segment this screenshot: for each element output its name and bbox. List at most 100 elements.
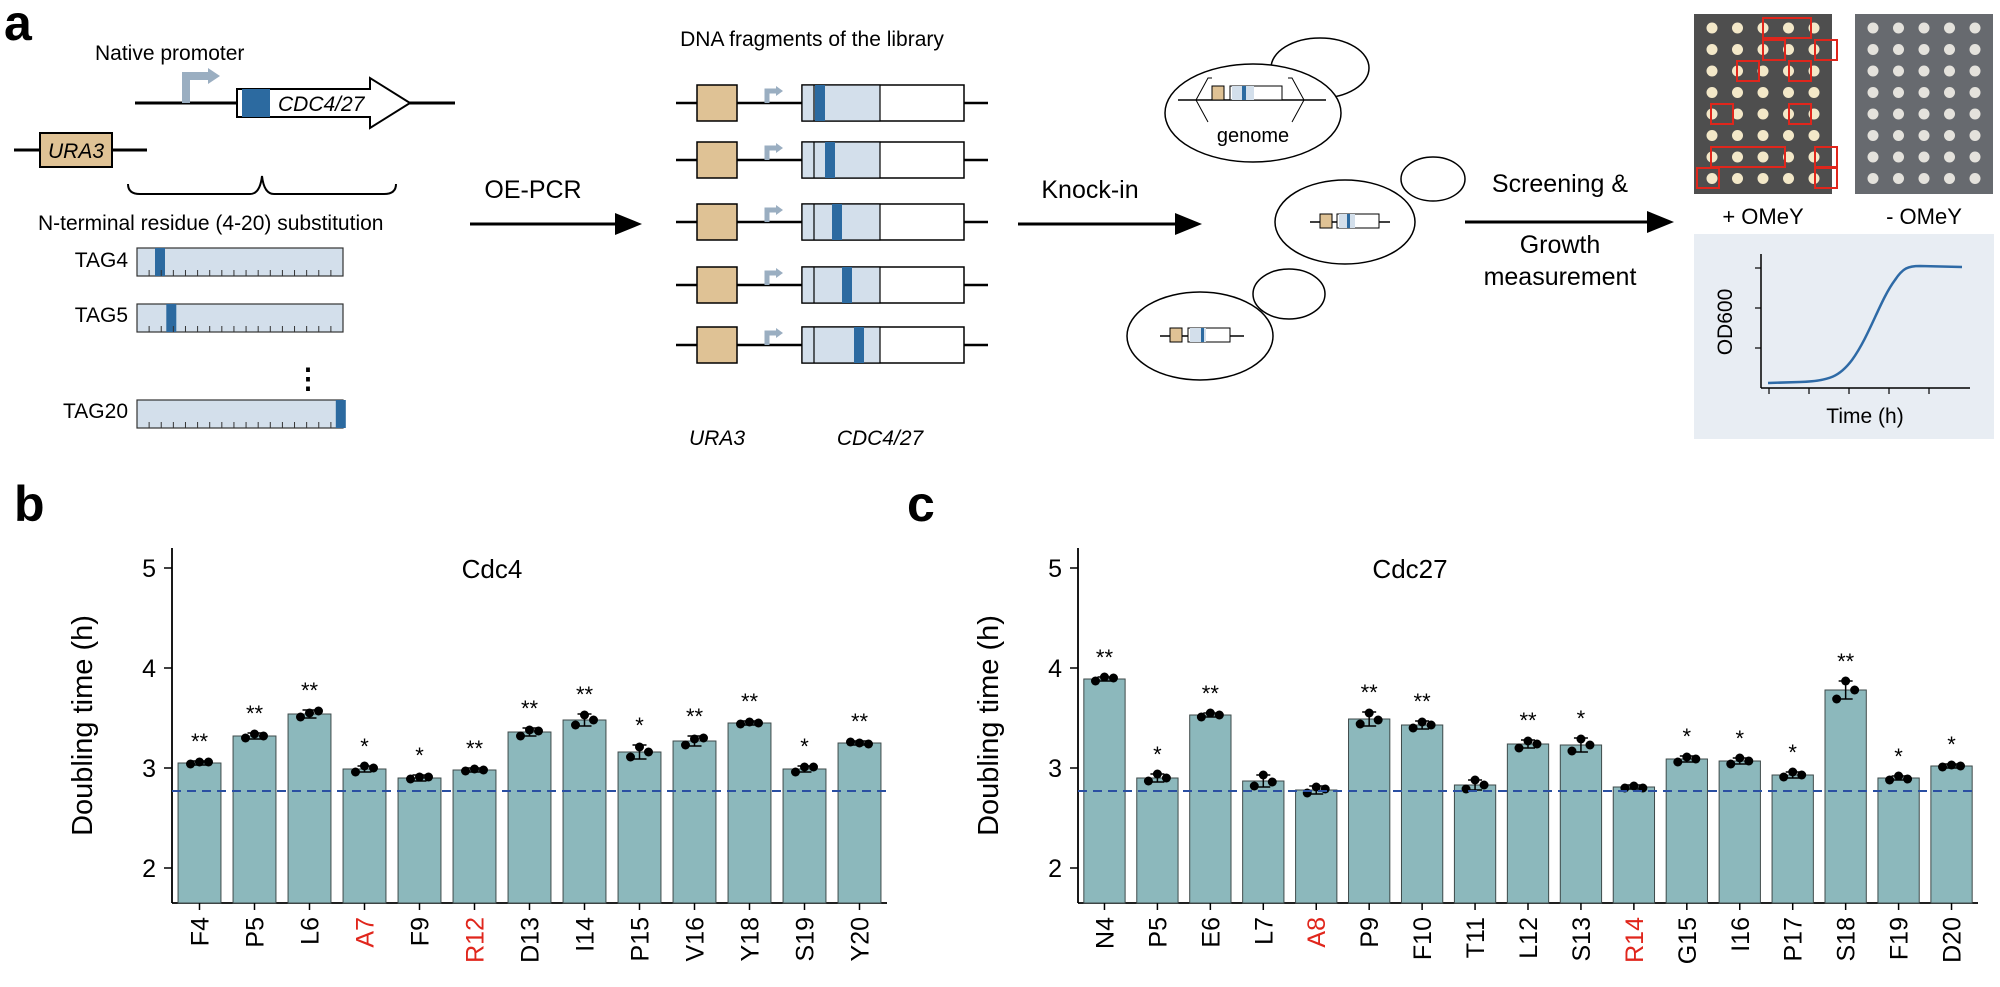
data-point <box>1885 775 1895 785</box>
data-point <box>1514 743 1524 753</box>
chart-title: Cdc4 <box>462 554 523 584</box>
bar <box>1506 743 1550 904</box>
bar <box>287 713 332 904</box>
data-point <box>681 740 690 750</box>
colony <box>1867 22 1879 34</box>
data-point <box>314 706 323 716</box>
colony <box>1969 108 1981 120</box>
colony <box>1893 130 1904 141</box>
yeast-cell-1: genome <box>1164 37 1370 163</box>
colony <box>1867 108 1879 120</box>
screening-label: Screening & <box>1492 170 1629 198</box>
data-point <box>1629 781 1639 791</box>
library-gene-label: CDC4/27 <box>837 427 925 450</box>
colony <box>1783 173 1794 184</box>
data-point <box>1726 759 1736 769</box>
colony <box>1732 130 1743 141</box>
bar <box>562 719 607 904</box>
chart-title: Cdc27 <box>1372 554 1447 584</box>
x-tick-label: D20 <box>1939 917 1967 963</box>
data-point <box>1832 694 1842 704</box>
fragment-promoter-icon <box>764 270 776 285</box>
significance-label: ** <box>1361 680 1379 705</box>
selected-colony-box <box>1788 60 1812 82</box>
y-tick-label: 4 <box>142 655 156 683</box>
tag-position-mark <box>155 248 165 276</box>
data-point <box>1311 782 1321 792</box>
colony <box>1757 130 1769 141</box>
colony <box>1918 130 1930 141</box>
fragment-promoter-head-icon <box>776 268 783 278</box>
x-tick-label: S19 <box>792 917 820 961</box>
bar <box>1559 744 1603 904</box>
colony <box>1867 44 1879 55</box>
colony <box>1969 22 1981 34</box>
bar <box>342 768 387 904</box>
mini-gene-tag <box>1242 86 1246 100</box>
colony <box>1944 130 1955 141</box>
significance-label: * <box>1735 726 1744 751</box>
data-point <box>369 763 378 773</box>
data-point <box>1258 770 1268 780</box>
data-point <box>259 731 268 741</box>
colony <box>1706 44 1718 55</box>
colony <box>1969 173 1981 184</box>
library-title: DNA fragments of the library <box>680 28 944 51</box>
significance-label: ** <box>1519 708 1537 733</box>
growth-curve <box>1767 264 1963 385</box>
minus-omey-label: - OMeY <box>1886 204 1962 229</box>
colony <box>1783 130 1794 141</box>
data-point <box>1744 756 1754 766</box>
x-tick-label: G15 <box>1674 917 1702 964</box>
significance-label: ** <box>191 729 209 754</box>
data-point <box>204 757 213 767</box>
colony <box>1918 44 1930 55</box>
mini-gene-tag <box>1347 214 1350 228</box>
data-point <box>855 738 864 748</box>
ura3-box <box>39 132 113 168</box>
data-point <box>525 725 534 735</box>
y-axis-label: Doubling time (h) <box>973 615 1005 836</box>
colony <box>1944 44 1955 55</box>
x-tick-label: S18 <box>1833 917 1861 961</box>
significance-label: ** <box>1414 689 1432 714</box>
gene-tag-block <box>242 89 270 117</box>
data-point <box>1523 736 1533 746</box>
plate-colonies <box>1696 17 1981 189</box>
tag-bar <box>136 399 344 429</box>
colony <box>1732 173 1743 184</box>
data-point <box>241 733 250 743</box>
colony <box>1867 130 1879 141</box>
x-tick-label: A7 <box>352 917 380 948</box>
colony <box>1706 87 1718 98</box>
mini-ura3 <box>1319 213 1333 229</box>
colony <box>1757 65 1769 77</box>
data-point <box>1841 676 1851 686</box>
yeast-cell-3 <box>1126 268 1326 381</box>
data-point <box>635 742 644 752</box>
data-point <box>195 757 204 767</box>
x-tick-label: T11 <box>1462 917 1490 958</box>
growth-ticks <box>1755 267 1930 394</box>
crossover-left <box>1195 77 1212 123</box>
tag-ellipsis: ⋮ <box>294 363 322 394</box>
bar <box>1612 786 1656 904</box>
data-point <box>1576 734 1586 744</box>
data-point <box>1567 746 1577 756</box>
fragment-tag <box>815 85 825 121</box>
data-point <box>1408 723 1418 733</box>
x-tick-label: A8 <box>1303 917 1331 948</box>
data-point <box>1788 767 1798 777</box>
y-axis-label: Doubling time (h) <box>67 615 99 836</box>
data-point <box>589 715 598 725</box>
knock-in-label: Knock-in <box>1041 176 1138 204</box>
colony <box>1969 65 1981 77</box>
bar <box>452 769 497 904</box>
significance-label: * <box>635 713 644 738</box>
library-ura3-label: URA3 <box>689 427 745 450</box>
panel-letter-b: b <box>14 476 45 532</box>
significance-label: * <box>1947 732 1956 757</box>
significance-label: ** <box>521 696 539 721</box>
significance-label: ** <box>246 701 264 726</box>
